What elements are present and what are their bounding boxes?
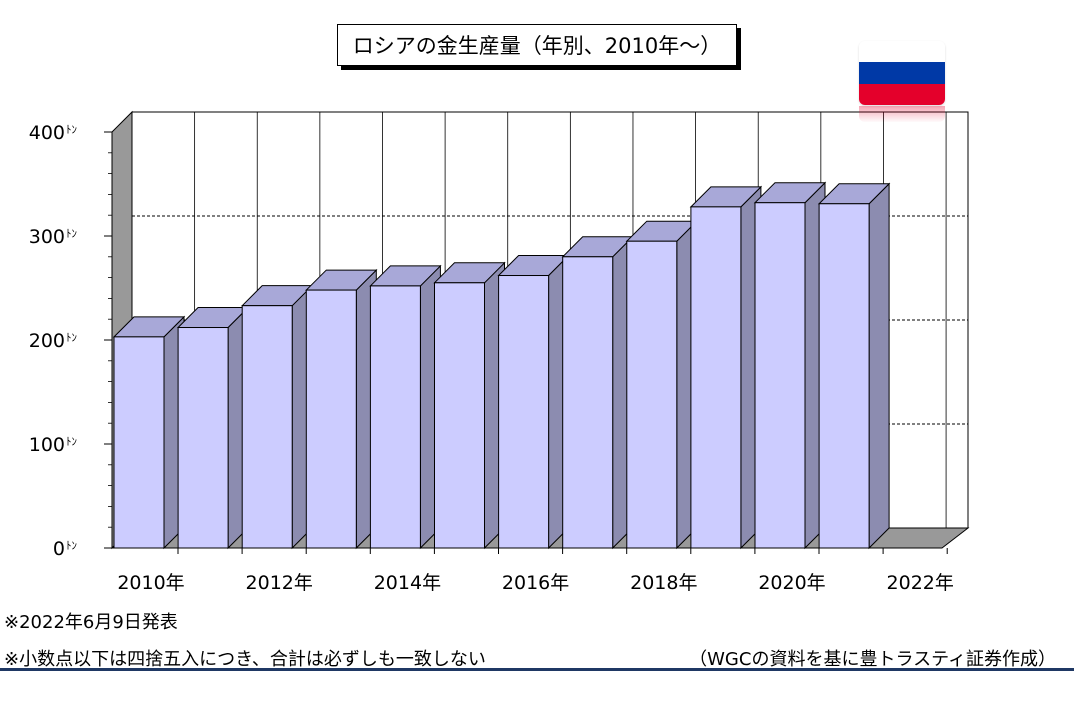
source-note: （WGCの資料を基に豊トラスティ証券作成） — [689, 649, 1056, 670]
x-tick-label: 2014年 — [374, 572, 441, 594]
flag-reflection — [859, 106, 945, 122]
x-tick-label: 2020年 — [758, 572, 825, 594]
x-tick-label: 2012年 — [246, 572, 313, 594]
y-tick-label: 300 — [29, 226, 65, 248]
bar-2016年 — [497, 254, 570, 550]
footer-rule — [0, 668, 1074, 671]
bar-2010年 — [112, 315, 186, 550]
y-tick-unit: ﾄﾝ — [66, 331, 77, 344]
y-tick-unit: ﾄﾝ — [66, 435, 77, 448]
x-tick-label: 2016年 — [502, 572, 569, 594]
bar-front — [498, 275, 550, 549]
bar-front — [818, 203, 870, 549]
bar-front — [754, 202, 806, 549]
bar-front — [113, 336, 165, 549]
bar-front — [177, 327, 229, 549]
y-tick-label: 0 — [53, 538, 65, 560]
bar-side — [868, 182, 890, 550]
bar-2014年 — [369, 264, 442, 550]
y-tick-label: 200 — [29, 330, 65, 352]
bar-front — [434, 282, 485, 549]
x-tick-label: 2022年 — [887, 572, 954, 594]
bar-2017年 — [561, 235, 634, 550]
russia-flag-icon — [859, 41, 945, 105]
release-date-note: ※2022年6月9日発表 — [4, 612, 178, 633]
y-tick-unit: ﾄﾝ — [66, 539, 77, 552]
bar-front — [690, 206, 742, 549]
bar-front — [562, 256, 614, 549]
y-tick-unit: ﾄﾝ — [66, 123, 77, 136]
bar-2018年 — [625, 219, 699, 550]
bar-front — [241, 305, 293, 549]
rounding-note: ※小数点以下は四捨五入につき、合計は必ずしも一致しない — [4, 649, 486, 670]
y-tick-label: 400 — [29, 122, 65, 144]
bar-2013年 — [305, 268, 378, 550]
bar-front — [305, 289, 357, 549]
bars — [112, 181, 891, 550]
bar-2020年 — [753, 181, 827, 550]
bar-2011年 — [176, 306, 250, 550]
x-tick-label: 2018年 — [630, 572, 697, 594]
bar-front — [626, 240, 678, 549]
bar-front — [369, 285, 421, 549]
bar-2019年 — [689, 185, 763, 550]
x-tick-label: 2010年 — [117, 572, 184, 594]
bar-2021年 — [817, 182, 891, 550]
y-tick-unit: ﾄﾝ — [66, 227, 77, 240]
chart-title: ロシアの金生産量（年別、2010年～） — [337, 24, 737, 66]
bar-2015年 — [433, 261, 506, 550]
y-tick-label: 100 — [29, 434, 65, 456]
bar-2012年 — [240, 284, 314, 550]
